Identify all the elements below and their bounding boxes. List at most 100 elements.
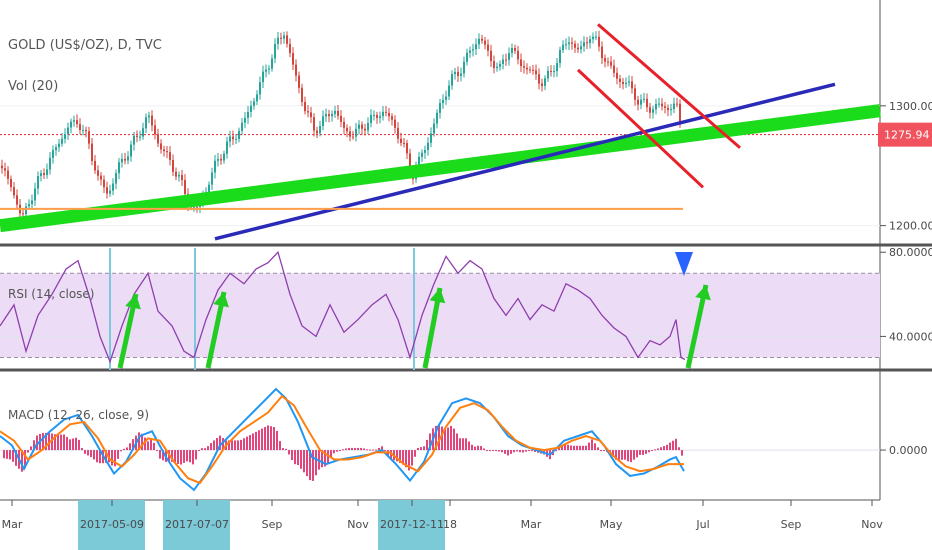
candle-body bbox=[76, 120, 78, 125]
macd-histogram-bar bbox=[519, 450, 521, 453]
candle-body bbox=[559, 49, 561, 64]
candle-body bbox=[601, 46, 603, 59]
candle-body bbox=[154, 125, 156, 135]
candle-body bbox=[523, 66, 525, 68]
support-trendline bbox=[214, 82, 836, 241]
rsi-tick-label: 40.0000 bbox=[889, 330, 932, 343]
macd-histogram-bar bbox=[636, 450, 638, 458]
macd-histogram-bar bbox=[216, 438, 218, 451]
candle-body bbox=[310, 112, 312, 118]
macd-histogram-bar bbox=[480, 446, 482, 451]
macd-histogram-bar bbox=[321, 450, 323, 468]
macd-plot bbox=[0, 387, 685, 492]
macd-histogram-bar bbox=[474, 446, 476, 451]
macd-histogram-bar bbox=[555, 450, 557, 452]
macd-histogram-bar bbox=[384, 450, 386, 452]
macd-histogram-bar bbox=[333, 450, 335, 454]
candle-body bbox=[157, 134, 159, 144]
macd-histogram-bar bbox=[51, 433, 53, 451]
candle-body bbox=[208, 184, 210, 192]
macd-histogram-bar bbox=[213, 440, 215, 451]
candle-body bbox=[151, 115, 153, 126]
candle-body bbox=[142, 128, 144, 137]
candle-body bbox=[637, 99, 639, 105]
candle-body bbox=[442, 99, 444, 104]
green-arrow-head bbox=[125, 294, 141, 310]
candle-body bbox=[277, 37, 279, 44]
candle-body bbox=[271, 58, 273, 69]
candle-body bbox=[325, 114, 327, 117]
macd-histogram-bar bbox=[402, 450, 404, 465]
macd-histogram-bar bbox=[600, 450, 602, 452]
blue-down-marker bbox=[675, 252, 693, 276]
x-tick-label: May bbox=[600, 518, 623, 531]
macd-histogram-bar bbox=[507, 450, 509, 456]
macd-histogram-bar bbox=[123, 448, 125, 451]
candle-body bbox=[355, 128, 357, 137]
candle-body bbox=[106, 187, 108, 194]
candle-body bbox=[367, 123, 369, 131]
macd-histogram-bar bbox=[183, 450, 185, 463]
candle-body bbox=[301, 87, 303, 102]
candle-body bbox=[232, 136, 234, 140]
candle-body bbox=[181, 174, 183, 181]
macd-histogram-bar bbox=[648, 450, 650, 453]
macd-histogram-bar bbox=[69, 439, 71, 451]
macd-histogram-bar bbox=[306, 450, 308, 477]
candle-body bbox=[130, 144, 132, 157]
candle-body bbox=[409, 153, 411, 172]
candle-body bbox=[517, 50, 519, 60]
macd-histogram-bar bbox=[351, 447, 353, 451]
macd-histogram-bar bbox=[435, 425, 437, 451]
macd-histogram-bar bbox=[627, 450, 629, 462]
macd-histogram-bar bbox=[174, 450, 176, 463]
candle-body bbox=[610, 61, 612, 66]
macd-histogram-bar bbox=[396, 450, 398, 462]
macd-histogram-bar bbox=[654, 449, 656, 451]
macd-tick-label: 0.0000 bbox=[889, 444, 928, 457]
macd-histogram-bar bbox=[57, 434, 59, 451]
candle-body bbox=[148, 115, 150, 118]
candle-body bbox=[562, 44, 564, 50]
candle-body bbox=[64, 134, 66, 139]
candle-body bbox=[175, 171, 177, 177]
macd-histogram-bar bbox=[660, 447, 662, 451]
candle-body bbox=[283, 35, 285, 39]
axis-labels: 1300.00 1200.00 1275.94 80.0000 40.0000 0.000… bbox=[2, 100, 932, 550]
candle-body bbox=[670, 108, 672, 111]
macd-histogram-bar bbox=[411, 450, 413, 466]
candle-body bbox=[322, 116, 324, 127]
macd-histogram-bar bbox=[276, 430, 278, 451]
macd-histogram-bar bbox=[390, 450, 392, 460]
rsi-band-fill bbox=[0, 273, 880, 358]
x-tick-label: 18 bbox=[443, 518, 457, 531]
candle-body bbox=[574, 43, 576, 48]
macd-histogram-bar bbox=[156, 450, 158, 452]
green-arrow-head bbox=[213, 292, 229, 308]
macd-histogram-bar bbox=[6, 450, 8, 459]
macd-histogram-bar bbox=[534, 450, 536, 452]
macd-histogram-bar bbox=[582, 445, 584, 451]
macd-histogram-bar bbox=[666, 444, 668, 451]
x-tick-label: Mar bbox=[521, 518, 542, 531]
macd-histogram-bar bbox=[447, 427, 449, 451]
candle-body bbox=[496, 66, 498, 69]
green-arrow-head bbox=[695, 285, 711, 301]
candle-body bbox=[571, 42, 573, 44]
candle-body bbox=[550, 70, 552, 72]
highlighted-date-box bbox=[378, 500, 445, 550]
macd-histogram-bar bbox=[36, 435, 38, 451]
macd-histogram-bar bbox=[192, 450, 194, 465]
channel-trendline bbox=[576, 68, 705, 189]
highlighted-date-box bbox=[163, 500, 230, 550]
candle-body bbox=[640, 99, 642, 105]
macd-histogram-bar bbox=[357, 447, 359, 451]
candle-body bbox=[667, 107, 669, 111]
macd-histogram-bar bbox=[111, 450, 113, 466]
candle-body bbox=[472, 49, 474, 51]
macd-histogram-bar bbox=[342, 449, 344, 451]
candle-body bbox=[505, 59, 507, 61]
macd-histogram-bar bbox=[369, 449, 371, 451]
macd-histogram-bar bbox=[372, 449, 374, 451]
macd-histogram-bar bbox=[66, 436, 68, 451]
